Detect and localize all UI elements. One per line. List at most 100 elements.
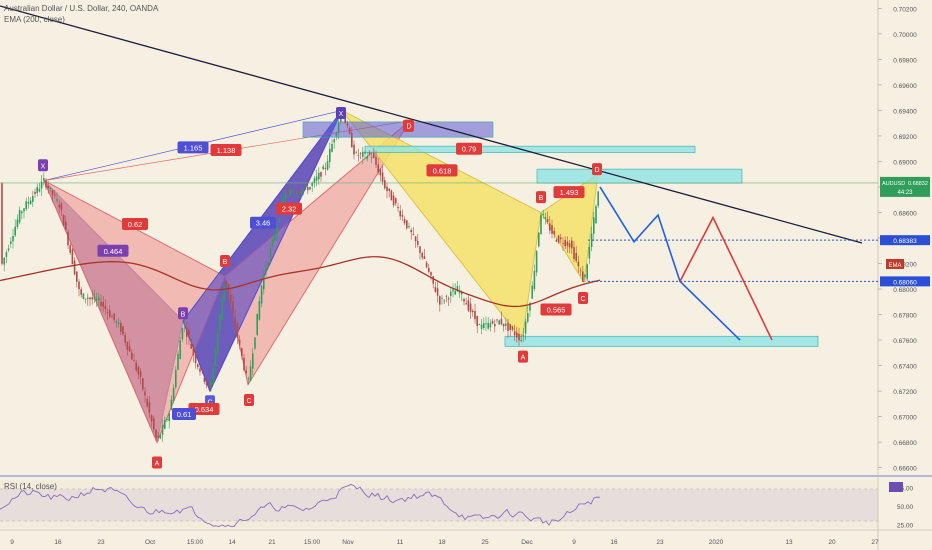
pattern-point-B	[220, 254, 230, 267]
pattern-point-label: C	[246, 398, 251, 405]
candle-body	[291, 191, 294, 193]
y-tick-label: 0.69000	[893, 159, 917, 166]
ratio-label: 0.79	[462, 145, 477, 154]
candle-body	[144, 391, 146, 396]
pattern-point-label: B	[181, 311, 186, 318]
x-tick-label: 18	[438, 539, 446, 546]
candle-body	[540, 214, 542, 235]
candle-body	[326, 161, 329, 170]
candle-body	[155, 429, 157, 438]
candle-body	[445, 295, 448, 297]
candle-body	[181, 328, 184, 340]
candle-body	[102, 301, 104, 307]
candle-body	[496, 319, 498, 321]
candle-body	[364, 151, 366, 154]
candle-body	[571, 240, 573, 249]
candle-body	[450, 291, 452, 296]
candle-body	[51, 190, 54, 195]
candle-body	[203, 377, 206, 382]
candle-body	[159, 434, 162, 439]
candle-body	[252, 353, 254, 369]
candle-body	[414, 236, 417, 242]
candle-body	[120, 322, 122, 332]
candle-body	[190, 343, 192, 349]
candle-body	[238, 339, 241, 345]
candle-body	[553, 231, 555, 235]
candle-body	[329, 148, 331, 162]
ratio-label: 1.165	[184, 143, 203, 152]
candle-body	[375, 156, 377, 165]
candle-body	[269, 248, 272, 259]
candle-body	[230, 294, 232, 304]
candle-body	[34, 191, 36, 194]
candle-body	[489, 323, 492, 328]
candle-body	[104, 305, 107, 310]
candle-body	[21, 211, 23, 214]
candle-body	[274, 234, 276, 241]
candle-body	[582, 271, 584, 282]
candle-body	[362, 151, 364, 157]
candle-body	[500, 318, 503, 325]
candle-body	[320, 172, 322, 177]
candle-body	[150, 415, 153, 422]
candle-body	[392, 195, 395, 206]
candle-body	[3, 257, 5, 265]
candle-body	[388, 188, 390, 191]
candle-body	[254, 337, 256, 349]
x-tick-label: Oct	[145, 539, 155, 546]
candle-body	[335, 133, 338, 136]
x-tick-label: 2020	[709, 539, 724, 546]
candle-body	[355, 151, 357, 153]
candle-body	[465, 303, 467, 305]
x-tick-label: 9	[572, 539, 576, 546]
candle-body	[337, 123, 340, 133]
candle-body	[263, 275, 265, 290]
candle-body	[425, 262, 428, 268]
candle-body	[29, 200, 32, 205]
candle-body	[535, 251, 538, 273]
candle-body	[549, 223, 551, 231]
level-tag-0	[880, 235, 930, 246]
candle-body	[520, 340, 522, 342]
candle-body	[421, 252, 423, 258]
y-tick-label: 0.66800	[893, 440, 917, 447]
candle-body	[348, 127, 351, 134]
pattern-point-label: D	[594, 167, 599, 174]
candle-body	[522, 335, 525, 337]
candle-body	[289, 189, 291, 197]
candle-body	[478, 324, 481, 326]
candle-body	[472, 310, 474, 313]
candle-body	[168, 413, 170, 422]
candle-body	[25, 201, 27, 210]
x-tick-label: 23	[97, 539, 105, 546]
trendline[interactable]	[0, 5, 863, 244]
x-tick-label: 16	[54, 539, 62, 546]
candle-body	[71, 249, 74, 265]
candle-body	[210, 382, 212, 386]
candle-body	[40, 181, 43, 189]
candle-body	[142, 378, 144, 390]
candle-body	[568, 243, 571, 248]
candle-body	[201, 369, 203, 372]
ratio-label: 2.32	[282, 205, 297, 214]
pattern-point-label: B	[539, 195, 544, 202]
x-tick-label: 13	[785, 539, 793, 546]
candle-body	[403, 219, 406, 224]
candle-body	[179, 340, 181, 360]
candle-body	[54, 194, 56, 196]
candle-body	[366, 156, 368, 159]
level-tag-label: 0.68383	[893, 238, 917, 245]
candle-body	[386, 186, 388, 192]
candle-body	[564, 240, 566, 247]
candle-body	[287, 190, 289, 192]
candle-body	[485, 323, 487, 325]
candle-body	[542, 213, 544, 215]
candle-body	[315, 176, 318, 181]
candle-body	[236, 323, 239, 338]
candle-body	[458, 291, 461, 294]
candle-body	[302, 188, 305, 191]
rsi-tick-label: 50.00	[897, 504, 914, 511]
candle-body	[384, 180, 386, 189]
